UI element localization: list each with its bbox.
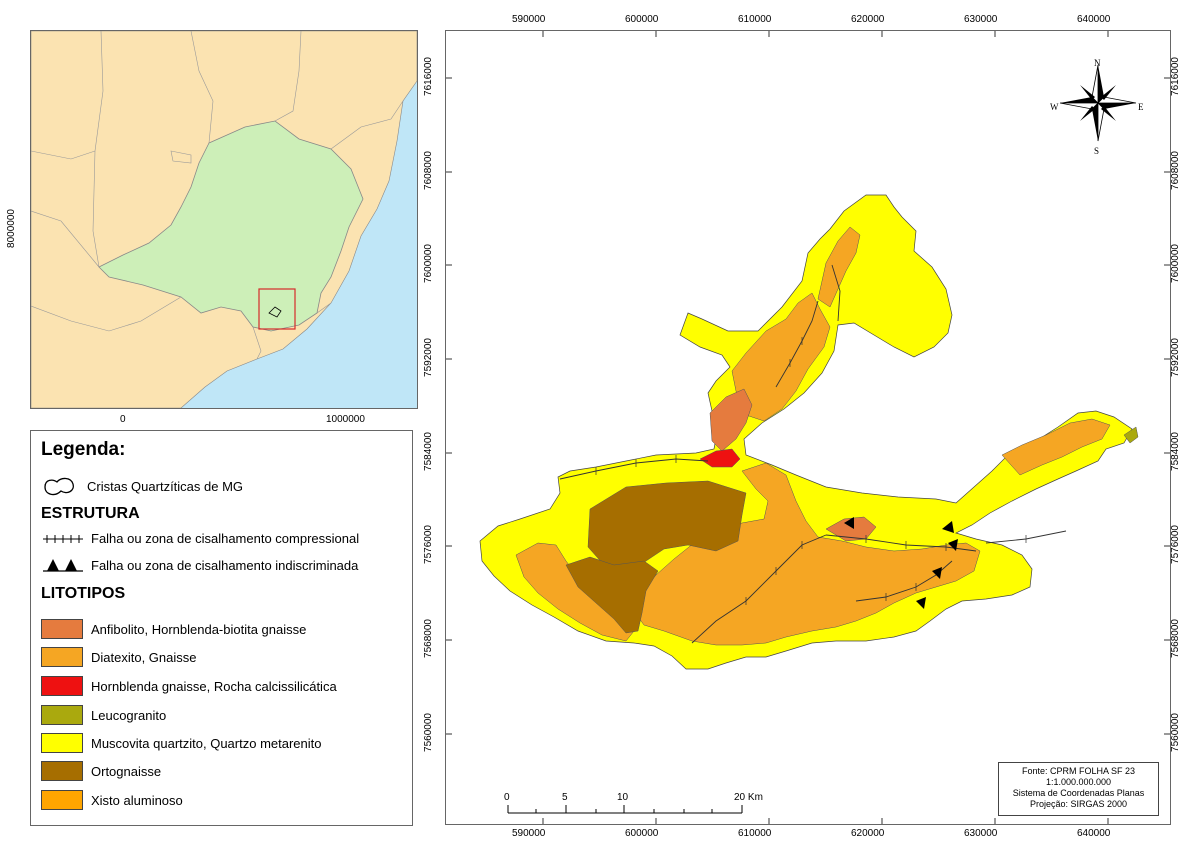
inset-location-map — [30, 30, 418, 409]
legend-title: Legenda: — [41, 439, 126, 460]
lithotypes-title: LITOTIPOS — [41, 585, 126, 602]
scale-bar — [507, 805, 743, 814]
legend-panel: Legenda: Cristas Quartzíticas de MG ESTR… — [30, 430, 413, 826]
lithotype-label: Muscovita quartzito, Quartzo metarenito — [91, 735, 322, 751]
lithotype-item: Ortognaisse — [41, 761, 161, 781]
lithotype-label: Diatexito, Gnaisse — [91, 649, 197, 665]
map-y-tick-right: 7616000 — [1169, 57, 1181, 96]
map-y-tick-left: 7600000 — [422, 244, 434, 283]
lithotype-swatch — [41, 790, 83, 810]
lithotype-swatch — [41, 705, 83, 725]
unit-diatexite-ne — [817, 226, 861, 308]
map-y-tick-left: 7568000 — [422, 619, 434, 658]
map-y-tick-left: 7616000 — [422, 57, 434, 96]
map-y-tick-left: 7608000 — [422, 151, 434, 190]
unit-diatexite — [633, 462, 981, 646]
main-geologic-map — [445, 30, 1171, 825]
inset-x-tick: 1000000 — [326, 414, 365, 425]
map-x-tick-bottom: 640000 — [1077, 828, 1111, 839]
map-y-tick-left: 7560000 — [422, 713, 434, 752]
map-info-box: Fonte: CPRM FOLHA SF 23 1:1.000.000.000 … — [998, 762, 1159, 816]
info-source: Fonte: CPRM FOLHA SF 23 — [1021, 766, 1136, 776]
unit-diatexite-east — [1001, 418, 1111, 476]
map-x-tick-top: 590000 — [512, 14, 546, 25]
map-x-tick-top: 620000 — [851, 14, 885, 25]
unit-leucogranite — [1123, 426, 1139, 444]
info-scale: 1:1.000.000.000 — [1045, 777, 1112, 787]
map-x-tick-top: 630000 — [964, 14, 998, 25]
map-y-tick-right: 7584000 — [1169, 432, 1181, 471]
lithotype-label: Ortognaisse — [91, 763, 162, 779]
lithotype-swatch — [41, 733, 83, 753]
lithotype-label: Xisto aluminoso — [91, 792, 183, 808]
map-x-tick-top: 600000 — [625, 14, 659, 25]
study-area-box — [258, 288, 296, 330]
compass-rose-icon — [1059, 64, 1137, 142]
ridge-outline-icon — [44, 477, 74, 496]
info-system: Sistema de Coordenadas Planas — [1012, 788, 1145, 798]
unit-amphibolite-east — [825, 516, 877, 542]
lithotype-swatch — [41, 676, 83, 696]
lithotype-item: Diatexito, Gnaisse — [41, 647, 197, 667]
map-x-tick-top: 640000 — [1077, 14, 1111, 25]
tick-line-icon — [43, 534, 83, 543]
compass-n: N — [1094, 58, 1101, 68]
info-projection: Projeção: SIRGAS 2000 — [1029, 799, 1128, 809]
map-y-tick-left: 7592000 — [422, 338, 434, 377]
structure-item: Falha ou zona de cisalhamento indiscrimi… — [41, 557, 358, 573]
unit-orthogneiss-sw — [565, 556, 659, 634]
map-x-tick-bottom: 600000 — [625, 828, 659, 839]
map-y-tick-right: 7568000 — [1169, 619, 1181, 658]
lithotype-swatch — [41, 619, 83, 639]
compressional-fault-ticks — [595, 337, 1027, 605]
map-x-tick-bottom: 620000 — [851, 828, 885, 839]
scale-label: 5 — [562, 792, 568, 803]
map-y-tick-right: 7576000 — [1169, 525, 1181, 564]
lithotype-label: Anfibolito, Hornblenda-biotita gnaisse — [91, 621, 307, 637]
map-y-tick-right: 7608000 — [1169, 151, 1181, 190]
scale-label: 10 — [617, 792, 629, 803]
unit-hornblende-gneiss — [699, 448, 741, 468]
lithotype-label: Leucogranito — [91, 707, 167, 723]
lithotype-item: Hornblenda gnaisse, Rocha calcissilicáti… — [41, 676, 337, 696]
inset-x-tick: 0 — [120, 414, 126, 425]
compass-w: W — [1050, 102, 1059, 112]
indiscriminate-fault-markers — [844, 517, 958, 609]
lithotype-swatch — [41, 761, 83, 781]
map-x-tick-bottom: 630000 — [964, 828, 998, 839]
lithotype-item: Xisto aluminoso — [41, 790, 183, 810]
compass-s: S — [1094, 146, 1100, 156]
map-x-tick-bottom: 590000 — [512, 828, 546, 839]
scale-label: 20 Km — [734, 792, 763, 803]
map-y-tick-right: 7600000 — [1169, 244, 1181, 283]
lithotype-item: Anfibolito, Hornblenda-biotita gnaisse — [41, 619, 306, 639]
lithotype-item: Muscovita quartzito, Quartzo metarenito — [41, 733, 322, 753]
map-y-tick-right: 7560000 — [1169, 713, 1181, 752]
structure-label: Falha ou zona de cisalhamento indiscrimi… — [91, 557, 359, 573]
map-grid-ticks — [446, 31, 1170, 824]
scale-label: 0 — [504, 792, 510, 803]
inset-y-tick: 8000000 — [5, 209, 17, 248]
compass-e: E — [1138, 102, 1144, 112]
structure-title: ESTRUTURA — [41, 505, 140, 522]
inset-boundaries — [31, 31, 404, 360]
structure-label: Falha ou zona de cisalhamento compressio… — [91, 531, 360, 546]
map-y-tick-left: 7576000 — [422, 525, 434, 564]
unit-amphibolite — [709, 388, 753, 452]
lithotype-item: Leucogranito — [41, 705, 166, 725]
map-x-tick-bottom: 610000 — [738, 828, 772, 839]
inset-map-canvas — [31, 31, 417, 408]
map-x-tick-top: 610000 — [738, 14, 772, 25]
lithotype-swatch — [41, 647, 83, 667]
structure-item: Falha ou zona de cisalhamento compressio… — [41, 531, 359, 546]
ridges-label: Cristas Quartzíticas de MG — [87, 478, 244, 494]
triangle-line-icon — [43, 559, 83, 572]
map-y-tick-right: 7592000 — [1169, 338, 1181, 377]
lithotype-label: Hornblenda gnaisse, Rocha calcissilicáti… — [91, 678, 337, 694]
map-y-tick-left: 7584000 — [422, 432, 434, 471]
main-map-canvas — [446, 31, 1170, 824]
legend-ridges-item: Cristas Quartzíticas de MG — [41, 475, 243, 497]
